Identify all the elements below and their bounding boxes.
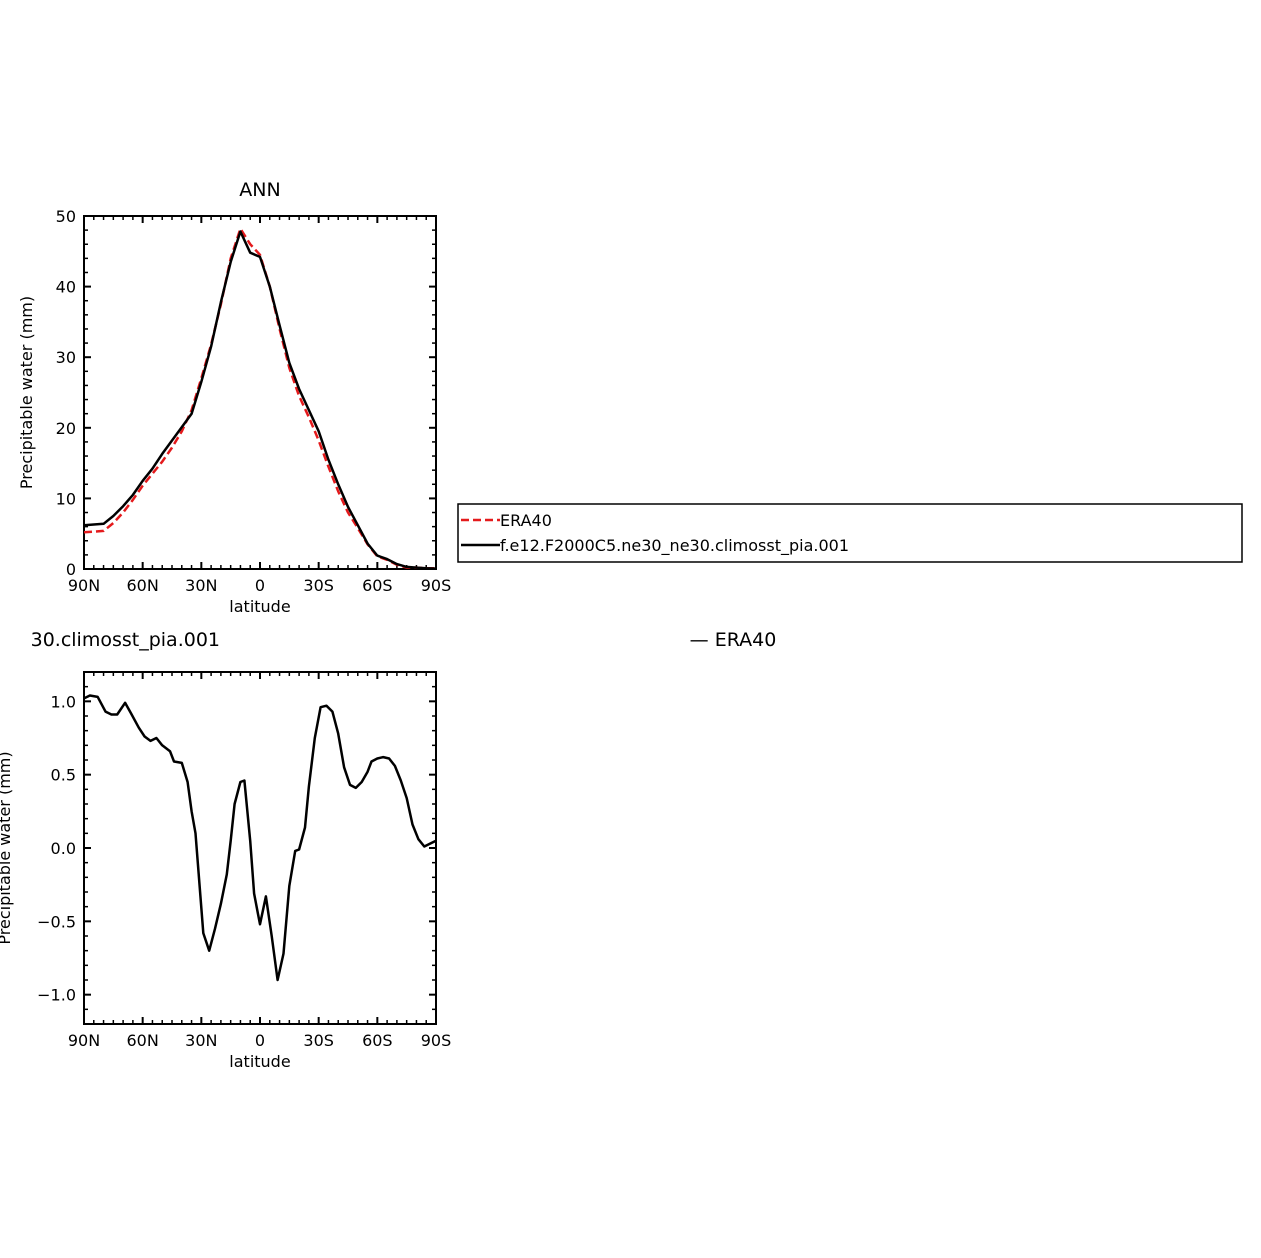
chart-title: 30.climosst_pia.001 — [31, 629, 220, 651]
y-tick-label: 50 — [56, 207, 76, 226]
x-tick-label: 90N — [68, 576, 100, 595]
y-tick-label: −1.0 — [37, 986, 76, 1005]
chart-title: ANN — [239, 179, 280, 201]
x-tick-label: 90S — [421, 1031, 452, 1050]
x-tick-label: 30S — [303, 1031, 334, 1050]
x-tick-label: 0 — [255, 1031, 265, 1050]
top-legend: ERA40 f.e12.F2000C5.ne30_ne30.climosst_pi… — [457, 503, 1243, 563]
x-tick-label: 60S — [362, 576, 393, 595]
legend-label-1: ERA40 — [500, 511, 552, 530]
x-axis-label: latitude — [229, 597, 290, 616]
y-axis-label: Precipitable water (mm) — [0, 751, 14, 944]
plot-frame — [83, 215, 437, 570]
x-tick-label: 90S — [421, 576, 452, 595]
series-line-1 — [84, 227, 436, 569]
y-tick-label: 1.0 — [51, 692, 76, 711]
x-tick-label: 30S — [303, 576, 334, 595]
bottom-panel: 90N 60N 30N 0 30S 60S 90S 1.0 0.5 0.0 −0.5 −1.0 lati… — [0, 629, 776, 1071]
series-line-1 — [84, 694, 436, 982]
x-tick-label: 30N — [185, 1031, 217, 1050]
x-tick-label: 60S — [362, 1031, 393, 1050]
x-tick-label: 60N — [127, 1031, 159, 1050]
x-tick-label: 0 — [255, 576, 265, 595]
series-line-2 — [84, 230, 436, 569]
y-tick-label: 20 — [56, 419, 76, 438]
y-tick-label: −0.5 — [37, 912, 76, 931]
x-tick-label: 30N — [185, 576, 217, 595]
top-panel: 90N 60N 30N 0 30S 60S 90S 0 10 20 30 40 50 latitude Pr… — [17, 179, 451, 616]
y-tick-label: 0.5 — [51, 766, 76, 785]
y-tick-label: 30 — [56, 348, 76, 367]
y-axis-label: Precipitable water (mm) — [17, 296, 36, 489]
legend-box — [457, 503, 1243, 563]
x-tick-label: 60N — [127, 576, 159, 595]
legend-label-2: f.e12.F2000C5.ne30_ne30.climosst_pia.001 — [500, 536, 849, 556]
right-title: — ERA40 — [690, 629, 777, 651]
y-tick-label: 40 — [56, 278, 76, 297]
y-tick-label: 0 — [66, 560, 76, 579]
x-axis-label: latitude — [229, 1052, 290, 1071]
x-tick-label: 90N — [68, 1031, 100, 1050]
y-tick-label: 10 — [56, 489, 76, 508]
y-tick-label: 0.0 — [51, 839, 76, 858]
